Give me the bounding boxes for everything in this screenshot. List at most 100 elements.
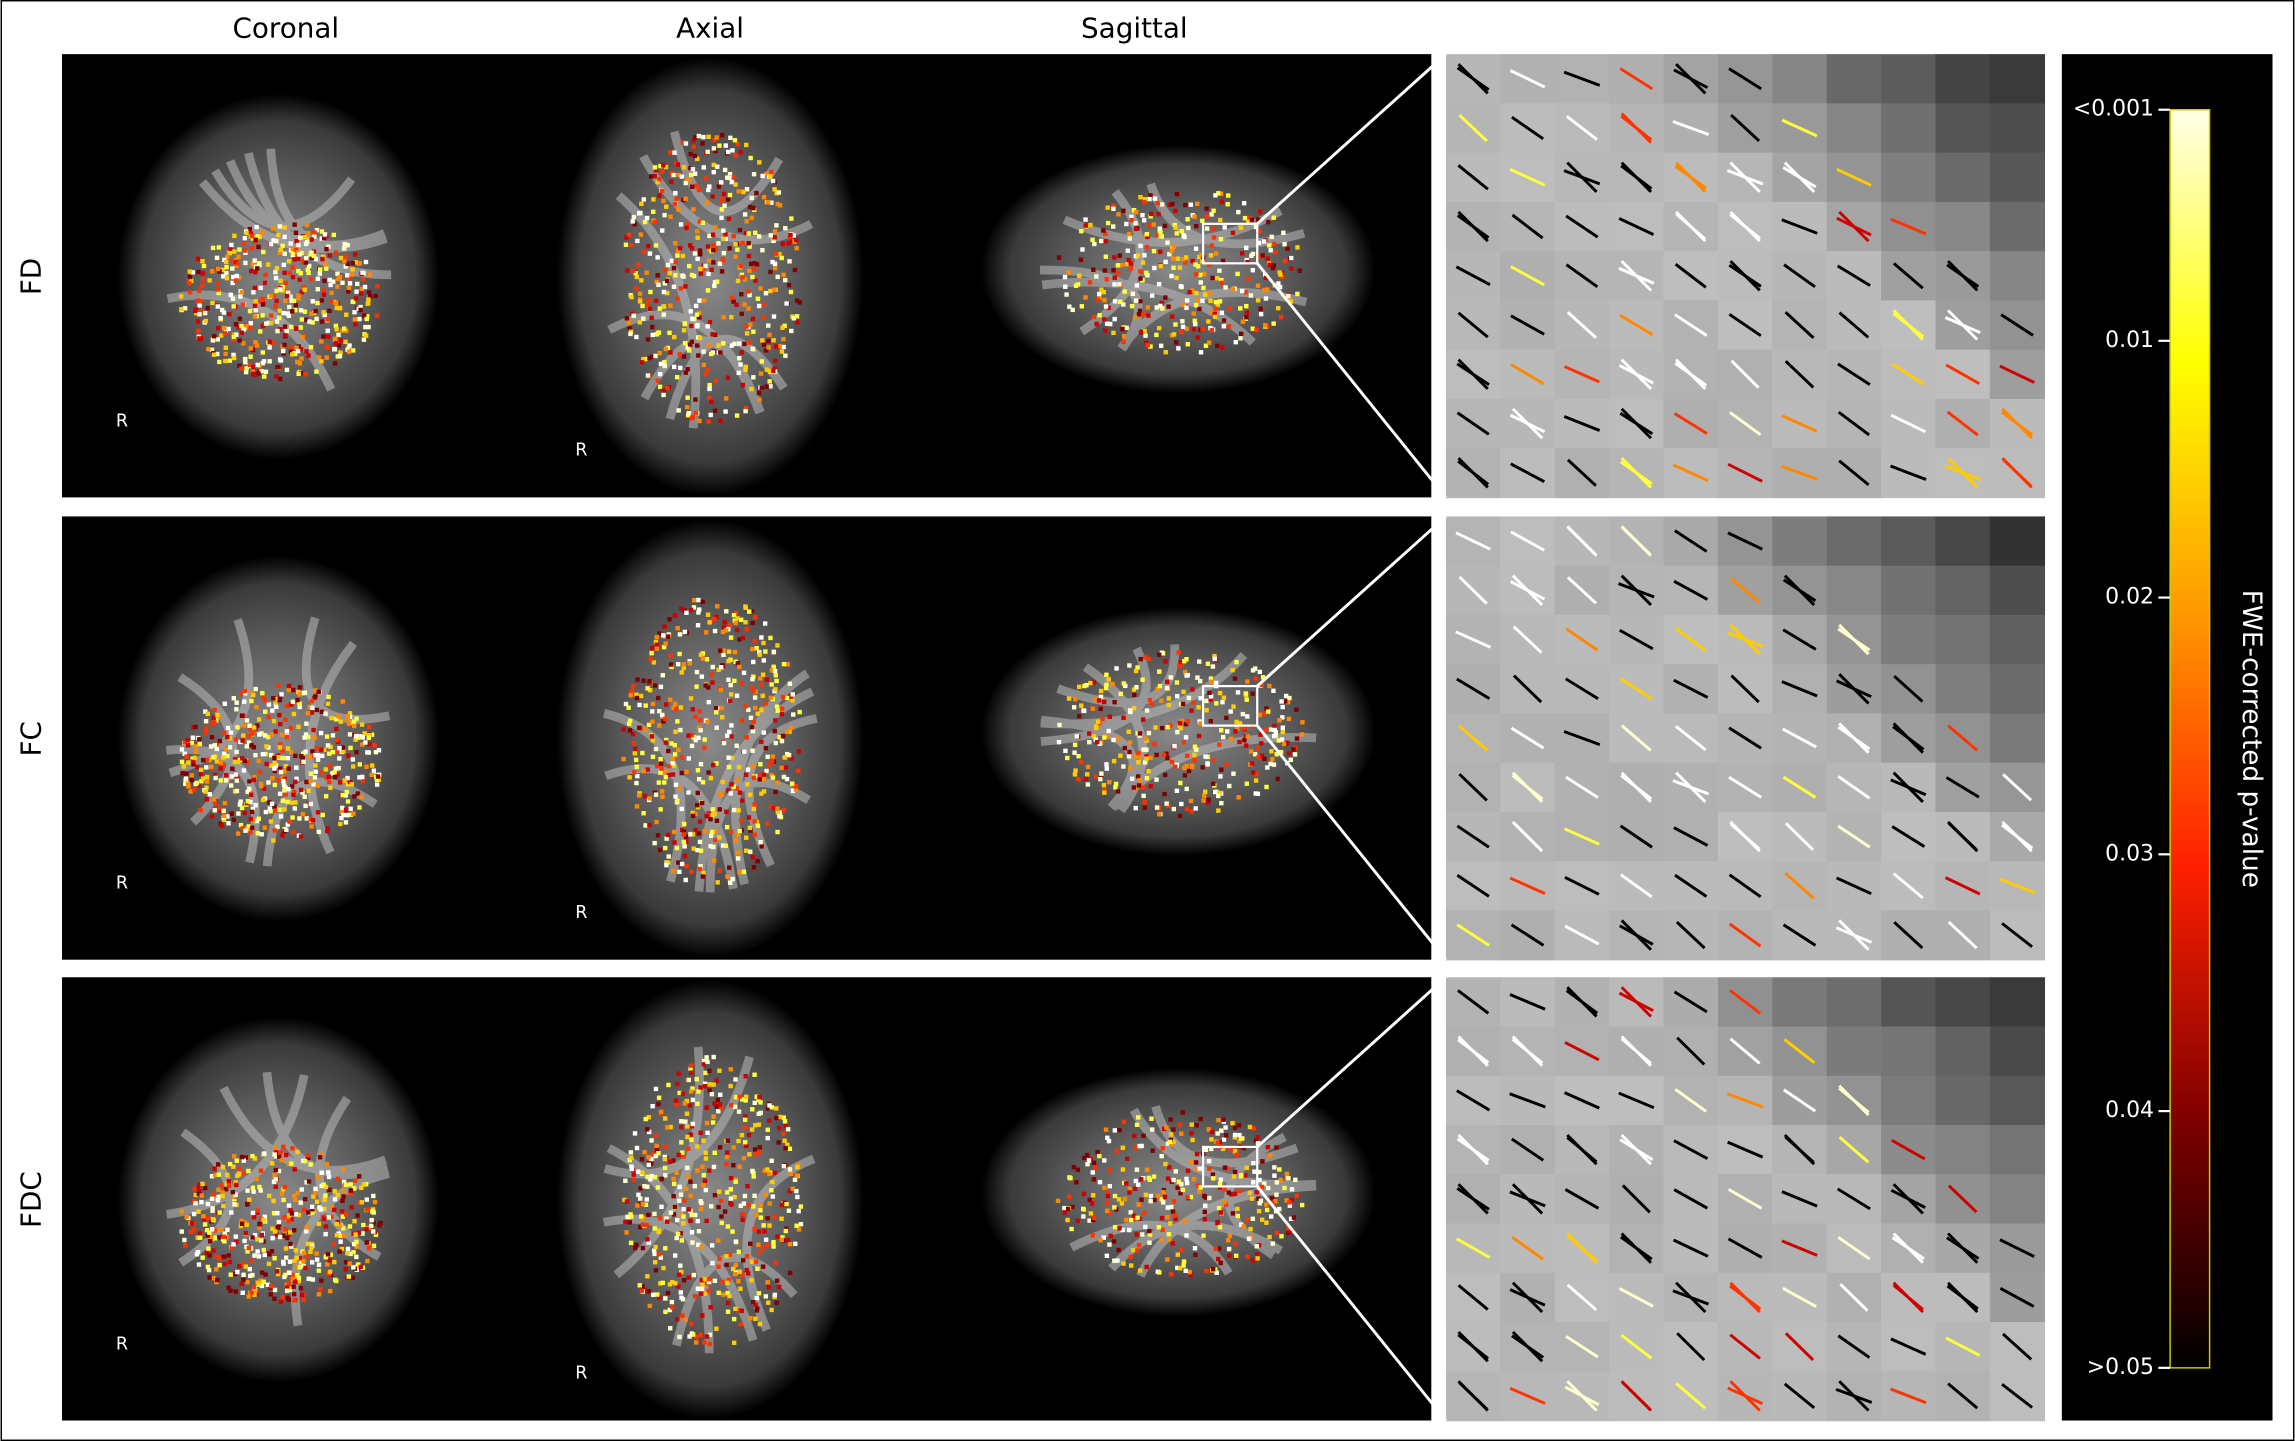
heat-voxel	[1159, 650, 1165, 655]
heat-voxel	[311, 727, 316, 733]
heat-voxel	[640, 1222, 646, 1227]
heat-voxel	[1157, 1270, 1162, 1275]
heat-voxel	[243, 1155, 249, 1160]
heat-voxel	[283, 1152, 289, 1158]
heat-voxel	[1218, 1177, 1224, 1182]
heat-voxel	[340, 1198, 345, 1203]
heat-voxel	[661, 644, 667, 650]
heat-voxel	[775, 201, 780, 207]
heat-voxel	[256, 371, 261, 376]
heat-voxel	[1259, 741, 1264, 746]
heat-voxel	[764, 171, 769, 177]
heat-voxel	[261, 695, 266, 700]
heat-voxel	[340, 792, 345, 798]
heat-voxel	[1192, 214, 1197, 219]
heat-voxel	[1196, 254, 1202, 260]
heat-voxel	[215, 266, 221, 272]
heat-voxel	[236, 1171, 242, 1176]
heat-voxel	[248, 268, 254, 274]
heat-voxel	[1152, 1197, 1157, 1203]
heat-voxel	[792, 267, 798, 273]
heat-voxel	[200, 271, 205, 276]
heat-voxel	[702, 1083, 708, 1089]
heat-voxel	[1191, 327, 1197, 332]
heat-voxel	[1163, 259, 1168, 265]
heat-voxel	[272, 1296, 277, 1302]
heat-voxel	[707, 382, 712, 388]
heat-voxel	[1249, 253, 1254, 258]
heat-voxel	[684, 1186, 689, 1191]
heat-voxel	[657, 371, 663, 377]
heat-voxel	[688, 1179, 693, 1184]
heat-voxel	[1168, 1139, 1173, 1145]
heat-voxel	[272, 1229, 278, 1234]
heat-voxel	[774, 190, 779, 196]
heat-voxel	[251, 1285, 256, 1290]
fixel	[1565, 627, 1599, 652]
heat-voxel	[1237, 1138, 1242, 1144]
heat-voxel	[1134, 1232, 1139, 1237]
heat-voxel	[656, 695, 661, 701]
fixel	[1566, 1380, 1598, 1412]
heat-voxel	[229, 774, 235, 779]
fixel	[1620, 986, 1652, 1018]
zoom-voxel	[1826, 565, 1882, 616]
heat-voxel	[1219, 280, 1224, 286]
heat-voxel	[1114, 1149, 1120, 1154]
heat-voxel	[1265, 765, 1270, 770]
heat-voxel	[224, 778, 229, 783]
heat-voxel	[366, 301, 371, 306]
heat-voxel	[292, 1193, 297, 1199]
heat-voxel	[1073, 283, 1079, 288]
heat-voxel	[1192, 752, 1197, 758]
heat-voxel	[707, 396, 712, 401]
heat-voxel	[338, 1233, 344, 1239]
fixel	[1563, 1091, 1600, 1110]
heat-voxel	[232, 233, 237, 239]
fixel	[1676, 1332, 1706, 1362]
heat-voxel	[750, 728, 756, 734]
heat-voxel	[222, 331, 228, 336]
heat-voxel	[721, 624, 727, 630]
heat-voxel	[709, 1243, 715, 1248]
heat-voxel	[791, 316, 797, 321]
heat-voxel	[336, 343, 342, 348]
heat-voxel	[1105, 1208, 1110, 1213]
heat-voxel	[698, 1085, 703, 1090]
heat-voxel	[1267, 262, 1273, 268]
heat-voxel	[1102, 328, 1108, 333]
heat-voxel	[1091, 314, 1096, 320]
heat-voxel	[209, 1174, 215, 1179]
heat-voxel	[1138, 243, 1143, 249]
heat-voxel	[633, 1245, 638, 1251]
heat-voxel	[338, 780, 343, 785]
heat-voxel	[378, 1220, 383, 1226]
heat-voxel	[1111, 268, 1116, 273]
heat-voxel	[744, 1143, 749, 1149]
heat-voxel	[720, 715, 725, 720]
heat-voxel	[753, 1302, 758, 1308]
heat-voxel	[1276, 305, 1281, 311]
heat-voxel	[752, 230, 758, 236]
heat-voxel	[676, 747, 681, 753]
heat-voxel	[771, 314, 777, 319]
heat-voxel	[726, 677, 731, 682]
heat-voxel	[675, 162, 681, 167]
heat-voxel	[1117, 299, 1123, 304]
heat-voxel	[241, 768, 247, 773]
heat-voxel	[796, 1208, 801, 1214]
heat-voxel	[1074, 734, 1080, 739]
heat-voxel	[197, 312, 202, 317]
heat-voxel	[678, 1269, 684, 1275]
fixel	[1564, 677, 1599, 701]
heat-voxel	[282, 768, 287, 774]
heat-voxel	[741, 1156, 747, 1161]
heat-voxel	[779, 1216, 784, 1221]
heat-voxel	[325, 344, 331, 350]
heat-voxel	[660, 673, 665, 678]
heat-voxel	[777, 813, 782, 819]
heat-voxel	[710, 1120, 716, 1125]
heat-voxel	[645, 767, 650, 772]
heat-voxel	[1090, 237, 1095, 243]
fixel	[1947, 921, 1978, 950]
